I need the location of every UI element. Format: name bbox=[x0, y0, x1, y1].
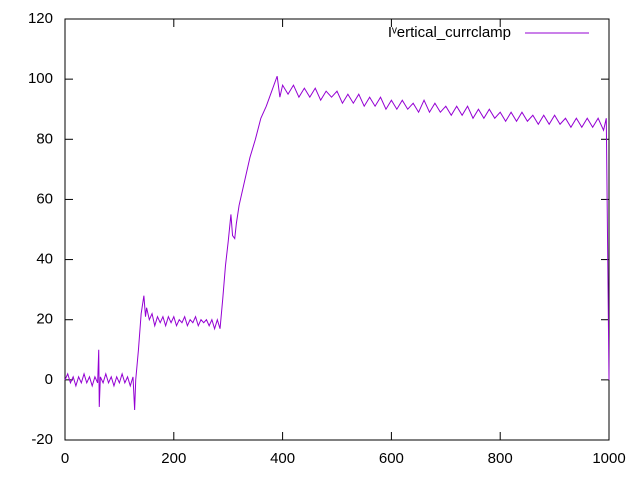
y-tick-label: 20 bbox=[36, 311, 53, 328]
x-tick-label: 1000 bbox=[592, 450, 625, 467]
data-line bbox=[64, 75, 610, 410]
x-tick-label: 600 bbox=[379, 450, 404, 467]
x-tick-label: 200 bbox=[161, 450, 186, 467]
y-tick-label: 80 bbox=[36, 130, 53, 147]
x-tick-label: 400 bbox=[270, 450, 295, 467]
y-tick-label: -20 bbox=[31, 431, 53, 448]
y-tick-label: 120 bbox=[28, 10, 53, 27]
y-tick-label: 60 bbox=[36, 190, 53, 207]
y-tick-label: 0 bbox=[45, 371, 53, 388]
x-tick-label: 0 bbox=[61, 450, 69, 467]
legend-label: Iᵛertical_currclamp bbox=[388, 24, 511, 41]
x-tick-label: 800 bbox=[488, 450, 513, 467]
y-tick-label: 100 bbox=[28, 70, 53, 87]
plot-frame bbox=[64, 18, 610, 441]
y-tick-label: 40 bbox=[36, 251, 53, 268]
